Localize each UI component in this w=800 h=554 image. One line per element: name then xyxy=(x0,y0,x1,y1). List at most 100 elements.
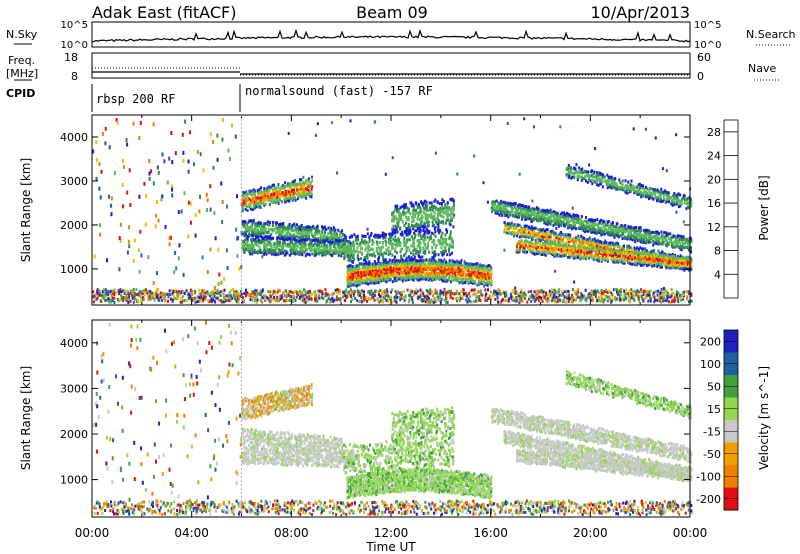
data-cell xyxy=(555,212,558,216)
data-cell xyxy=(524,249,527,253)
data-cell xyxy=(644,257,647,261)
data-cell xyxy=(586,246,589,250)
data-cell xyxy=(517,231,519,235)
data-cell xyxy=(432,269,435,272)
data-cell xyxy=(375,270,378,274)
data-cell xyxy=(282,236,285,239)
data-cell xyxy=(257,228,260,232)
data-cell xyxy=(565,253,567,257)
data-cell xyxy=(341,247,344,251)
data-cell xyxy=(482,276,485,280)
data-cell xyxy=(674,262,677,265)
data-cell xyxy=(387,270,390,274)
data-cell xyxy=(599,256,602,260)
data-cell xyxy=(289,187,292,191)
data-cell xyxy=(276,197,279,201)
data-cell xyxy=(396,239,399,243)
data-cell xyxy=(408,248,411,252)
nsky-scale-top: 10^5 xyxy=(61,20,88,31)
data-cell xyxy=(603,175,606,179)
data-cell xyxy=(568,255,571,259)
data-cell xyxy=(370,270,373,274)
data-cell xyxy=(385,275,387,278)
data-cell xyxy=(583,177,586,181)
data-cell xyxy=(410,269,413,273)
data-cell xyxy=(270,192,273,196)
data-cell xyxy=(503,230,506,234)
data-cell xyxy=(291,239,294,243)
data-cell xyxy=(469,278,472,281)
data-cell xyxy=(408,268,411,272)
data-cell xyxy=(366,268,369,272)
data-cell xyxy=(279,198,282,202)
data-cell xyxy=(403,254,405,257)
data-cell xyxy=(326,236,329,240)
data-cell xyxy=(575,242,577,245)
data-cell xyxy=(273,244,275,247)
data-cell xyxy=(418,271,421,275)
data-cell xyxy=(392,219,395,222)
data-cell xyxy=(242,232,245,236)
data-cell xyxy=(616,254,619,258)
data-cell xyxy=(518,228,521,232)
data-cell xyxy=(548,250,551,254)
data-cell xyxy=(423,235,426,239)
data-cell xyxy=(586,180,589,184)
data-cell xyxy=(331,254,334,258)
data-cell xyxy=(582,241,585,245)
data-cell xyxy=(570,176,573,180)
data-cell xyxy=(584,240,587,244)
data-cell xyxy=(270,196,273,199)
data-cell xyxy=(338,234,341,238)
data-cell xyxy=(629,257,632,261)
data-cell xyxy=(506,213,508,217)
data-cell xyxy=(462,267,465,271)
data-cell xyxy=(294,179,296,182)
data-cell xyxy=(669,232,672,236)
data-cell xyxy=(470,277,473,281)
data-cell xyxy=(562,253,565,257)
data-cell xyxy=(348,251,351,255)
data-cell xyxy=(397,218,400,222)
data-cell xyxy=(503,208,506,212)
data-cell xyxy=(485,281,488,285)
nsky-panel: N.Sky 10^5 10^0 10^5 10^0 N.Search xyxy=(6,20,796,51)
data-cell xyxy=(415,259,418,263)
data-cell xyxy=(617,232,619,236)
data-cell xyxy=(667,237,670,241)
data-cell xyxy=(592,258,595,262)
data-cell xyxy=(452,208,455,212)
data-cell xyxy=(444,203,447,207)
data-cell xyxy=(346,271,349,274)
data-cell xyxy=(401,279,404,283)
data-cell xyxy=(521,231,524,235)
data-cell xyxy=(396,230,399,234)
data-cell xyxy=(299,248,302,252)
data-cell xyxy=(558,224,560,228)
data-cell xyxy=(381,240,384,244)
data-cell xyxy=(661,265,663,269)
data-cell xyxy=(426,217,429,221)
data-cell xyxy=(442,220,445,224)
data-cell xyxy=(479,266,482,270)
data-cell xyxy=(483,280,485,284)
data-cell xyxy=(580,178,583,182)
data-cell xyxy=(446,266,449,269)
data-cell xyxy=(497,201,500,205)
data-cell xyxy=(411,224,413,228)
data-cell xyxy=(625,258,628,262)
data-cell xyxy=(571,225,574,229)
data-cell xyxy=(468,273,471,277)
data-cell xyxy=(638,231,641,235)
data-cell xyxy=(402,276,405,280)
data-cell xyxy=(679,254,682,258)
data-cell xyxy=(379,261,382,265)
data-cell xyxy=(488,268,491,272)
data-cell xyxy=(320,241,323,245)
data-cell xyxy=(523,212,525,216)
data-cell xyxy=(400,213,403,217)
data-cell xyxy=(680,264,683,267)
data-cell xyxy=(308,242,311,245)
data-cell xyxy=(604,249,607,252)
data-cell xyxy=(664,238,667,242)
